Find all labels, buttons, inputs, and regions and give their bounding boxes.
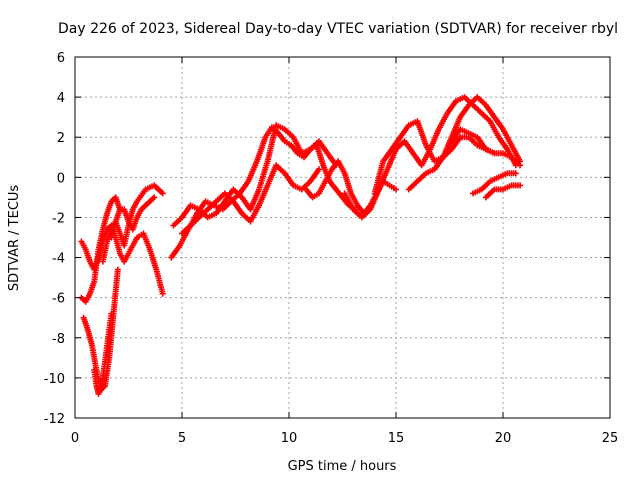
series-track-m [405, 94, 524, 193]
x-axis-label: GPS time / hours [288, 459, 397, 474]
chart-title: Day 226 of 2023, Sidereal Day-to-day VTE… [58, 21, 618, 37]
y-tick-label: -10 [44, 372, 65, 387]
series-track-i [179, 162, 322, 237]
plus-marker [151, 194, 158, 201]
x-tick-label: 5 [178, 431, 186, 446]
x-tick-label: 15 [388, 431, 405, 446]
y-tick-label: 4 [57, 91, 65, 106]
y-ticks: -12 -10 -8 -6 -4 -2 0 2 4 6 [44, 51, 610, 427]
x-tick-label: 10 [281, 431, 298, 446]
series-track-h [170, 122, 340, 229]
y-tick-label: 6 [57, 51, 65, 66]
series-track-a [78, 222, 166, 297]
plus-marker [108, 310, 115, 317]
series-track-k [341, 94, 519, 221]
plus-marker [517, 182, 524, 189]
plus-marker [512, 170, 519, 177]
plus-marker [393, 186, 399, 193]
x-ticks: 0 5 10 15 20 25 [71, 57, 618, 446]
x-tick-label: 20 [495, 431, 512, 446]
series-track-j [303, 158, 399, 217]
y-axis-label: SDTVAR / TECUs [7, 185, 22, 292]
x-tick-label: 0 [71, 431, 79, 446]
y-tick-label: -6 [52, 292, 65, 307]
plot-frame [74, 56, 611, 419]
plus-marker [159, 290, 166, 297]
series-track-d [91, 310, 115, 397]
plus-marker [316, 166, 322, 173]
y-tick-label: -8 [52, 332, 65, 347]
plus-marker [517, 162, 524, 169]
series-track-p [482, 182, 524, 201]
y-tick-label: -12 [44, 412, 65, 427]
series-track-f [108, 194, 158, 241]
data-markers [78, 94, 524, 397]
x-tick-label: 25 [602, 431, 619, 446]
series-track-o [470, 170, 519, 197]
grid-lines [75, 57, 610, 418]
plus-marker [159, 190, 166, 197]
y-tick-label: -2 [52, 211, 65, 226]
y-tick-label: 2 [57, 131, 65, 146]
series-track-n [440, 134, 524, 169]
series-track-b [78, 194, 123, 305]
plus-marker [114, 266, 121, 273]
y-tick-label: -4 [52, 252, 65, 267]
series-track-e [99, 182, 166, 265]
y-tick-label: 0 [57, 171, 65, 186]
